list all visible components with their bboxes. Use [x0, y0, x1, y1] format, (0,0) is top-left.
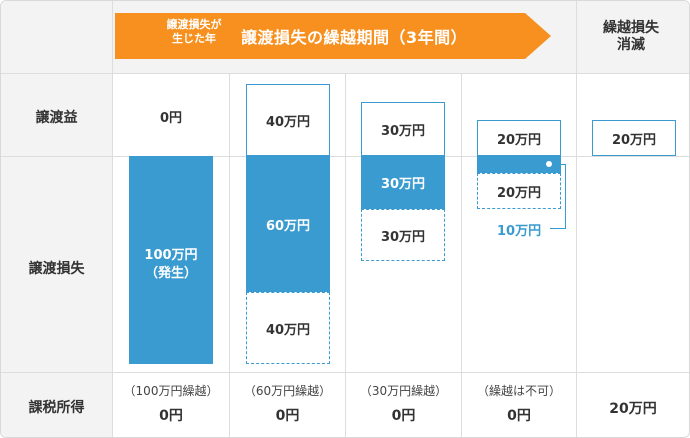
grid-line [229, 73, 230, 437]
tax-note: （100万円繰越） [123, 384, 219, 398]
row-label-loss: 譲渡損失 [28, 261, 85, 277]
gain-box: 20万円 [477, 120, 561, 156]
loss-used-box: 60万円 [246, 156, 330, 292]
gain-box: 30万円 [361, 102, 445, 156]
tax-note: （60万円繰越） [243, 384, 332, 398]
loss-carry-box: 20万円 [477, 173, 561, 209]
grid-line [1, 372, 689, 373]
loss-year-label: 譲渡損失が 生じた年 [166, 18, 222, 45]
gain-box: 40万円 [246, 84, 330, 156]
tax-value: 20万円 [609, 401, 657, 417]
grid-line [112, 1, 113, 437]
tax-value: 0円 [159, 408, 183, 424]
row-label-gain: 譲渡益 [35, 110, 78, 126]
grid-line [1, 73, 689, 74]
gain-box: 20万円 [592, 120, 676, 156]
grid-line [461, 73, 462, 437]
grid-line [1, 156, 689, 157]
tax-note: （繰越は不可） [476, 384, 561, 398]
loss-carry-box: 30万円 [361, 209, 445, 261]
gain-value: 0円 [159, 111, 183, 126]
row-label-taxable: 課税所得 [28, 400, 85, 416]
grid-line [576, 1, 577, 437]
loss-occurred-bar [129, 156, 213, 364]
tax-value: 0円 [507, 408, 531, 424]
expired-loss-label: 10万円 [497, 224, 542, 239]
tax-value: 0円 [391, 408, 416, 424]
loss-used-box: 30万円 [361, 156, 445, 209]
callout-dot [546, 161, 552, 167]
loss-occurred-label: 100万円 （発生） [144, 248, 198, 281]
row-header-background [1, 73, 112, 437]
loss-lapse-label: 繰越損失 消滅 [603, 20, 659, 53]
tax-note: （30万円繰越） [359, 384, 448, 398]
tax-value: 0円 [275, 408, 300, 424]
callout-bracket [550, 164, 566, 229]
carryforward-period-arrow [115, 13, 551, 59]
loss-carry-box: 40万円 [246, 292, 330, 364]
carryforward-period-label: 譲渡損失の繰越期間（3年間） [241, 28, 468, 47]
grid-line [345, 73, 346, 437]
